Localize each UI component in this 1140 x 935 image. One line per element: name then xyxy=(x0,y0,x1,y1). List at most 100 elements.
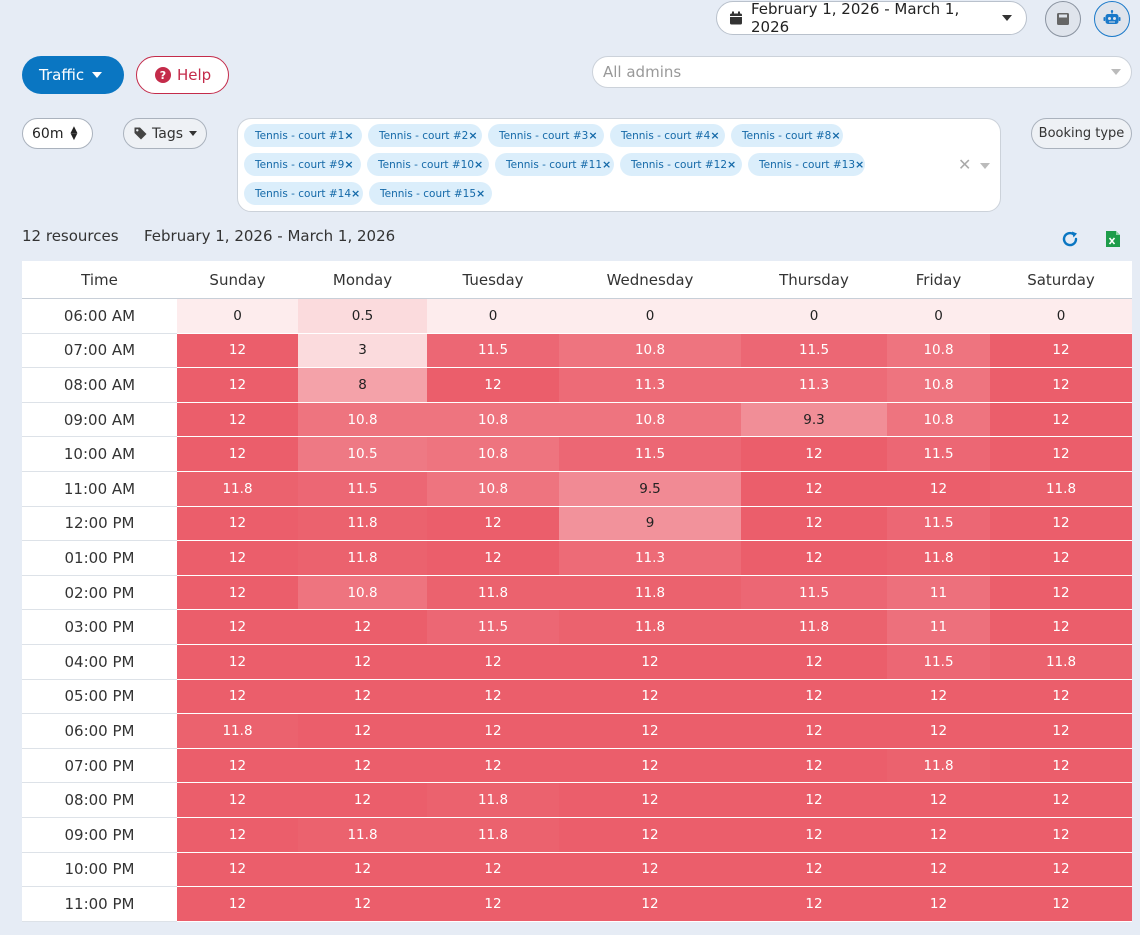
resource-chip[interactable]: Tennis - court #8 × xyxy=(731,124,843,147)
remove-chip-icon[interactable]: × xyxy=(474,158,484,171)
heat-cell: 12 xyxy=(427,679,559,715)
heat-cell: 12 xyxy=(298,748,427,784)
heat-cell: 12 xyxy=(298,644,427,680)
resource-chip[interactable]: Tennis - court #4 × xyxy=(610,124,725,147)
heat-cell: 12 xyxy=(887,471,990,507)
tags-dropdown-button[interactable]: Tags xyxy=(123,118,207,149)
heat-cell: 11.5 xyxy=(298,471,427,507)
heat-cell: 12 xyxy=(990,748,1132,784)
heat-cell: 12 xyxy=(427,367,559,403)
heat-cell: 12 xyxy=(177,886,298,922)
save-view-button[interactable] xyxy=(1045,1,1081,37)
resource-chip[interactable]: Tennis - court #9 × xyxy=(244,153,361,176)
resource-chip[interactable]: Tennis - court #2 × xyxy=(368,124,482,147)
admins-select[interactable]: All admins xyxy=(592,56,1132,88)
refresh-icon[interactable] xyxy=(1061,230,1079,248)
heat-cell: 12 xyxy=(741,506,887,542)
remove-chip-icon[interactable]: × xyxy=(344,129,354,142)
clear-selection-icon[interactable]: ✕ xyxy=(958,155,972,174)
resource-chip[interactable]: Tennis - court #3 × xyxy=(488,124,604,147)
remove-chip-icon[interactable]: × xyxy=(351,187,361,200)
heat-cell: 11.5 xyxy=(887,506,990,542)
date-range-picker[interactable]: February 1, 2026 - March 1, 2026 xyxy=(716,0,1027,36)
time-cell: 03:00 PM xyxy=(22,609,177,645)
remove-chip-icon[interactable]: × xyxy=(710,129,720,142)
time-cell: 11:00 AM xyxy=(22,471,177,507)
remove-chip-icon[interactable]: × xyxy=(727,158,737,171)
traffic-label: Traffic xyxy=(39,66,85,84)
resource-chip-label: Tennis - court #14 xyxy=(255,187,352,200)
heat-cell: 12 xyxy=(741,852,887,888)
table-row: 11:00 AM 11.8 11.5 10.8 9.5 12 12 11.8 xyxy=(22,471,1132,507)
table-row: 12:00 PM 12 11.8 12 9 12 11.5 12 xyxy=(22,506,1132,542)
heat-cell: 12 xyxy=(177,575,298,611)
remove-chip-icon[interactable]: × xyxy=(831,129,841,142)
heat-cell: 11.8 xyxy=(427,782,559,818)
heat-cell: 12 xyxy=(990,575,1132,611)
resource-chip[interactable]: Tennis - court #15 × xyxy=(369,182,492,205)
heat-cell: 12 xyxy=(741,886,887,922)
heat-cell: 12 xyxy=(887,886,990,922)
resource-chip[interactable]: Tennis - court #1 × xyxy=(244,124,362,147)
heat-cell: 12 xyxy=(990,852,1132,888)
resource-chip[interactable]: Tennis - court #14 × xyxy=(244,182,363,205)
heat-cell: 12 xyxy=(427,852,559,888)
day-column-header: Tuesday xyxy=(427,261,559,299)
time-cell: 09:00 PM xyxy=(22,817,177,853)
remove-chip-icon[interactable]: × xyxy=(344,158,354,171)
heat-cell: 12 xyxy=(177,644,298,680)
heat-cell: 11.5 xyxy=(427,333,559,369)
heat-cell: 12 xyxy=(177,333,298,369)
heat-cell: 11.3 xyxy=(559,540,741,576)
day-column-header: Thursday xyxy=(741,261,887,299)
remove-chip-icon[interactable]: × xyxy=(855,158,865,171)
date-range-label: February 1, 2026 - March 1, 2026 xyxy=(750,0,960,36)
traffic-dropdown-button[interactable]: Traffic xyxy=(22,56,124,94)
chevron-down-icon xyxy=(92,72,103,78)
time-cell: 09:00 AM xyxy=(22,402,177,438)
heat-cell: 12 xyxy=(298,852,427,888)
heat-cell: 12 xyxy=(559,852,741,888)
table-row: 05:00 PM 12 12 12 12 12 12 12 xyxy=(22,679,1132,715)
remove-chip-icon[interactable]: × xyxy=(476,187,486,200)
day-column-header: Friday xyxy=(887,261,990,299)
resource-chip[interactable]: Tennis - court #12 × xyxy=(620,153,742,176)
assistant-button[interactable] xyxy=(1094,1,1130,37)
heat-cell: 12 xyxy=(559,713,741,749)
excel-export-icon[interactable] xyxy=(1105,230,1121,248)
heat-cell: 11.8 xyxy=(298,817,427,853)
chevron-down-icon xyxy=(1002,15,1012,21)
heat-cell: 12 xyxy=(741,540,887,576)
resource-chip[interactable]: Tennis - court #10 × xyxy=(367,153,489,176)
heat-cell: 10.8 xyxy=(559,402,741,438)
time-column-header: Time xyxy=(22,261,177,299)
heat-cell: 12 xyxy=(298,886,427,922)
time-cell: 06:00 AM xyxy=(22,298,177,334)
heat-cell: 11.5 xyxy=(427,609,559,645)
resource-chip[interactable]: Tennis - court #11 × xyxy=(495,153,614,176)
table-row: 10:00 PM 12 12 12 12 12 12 12 xyxy=(22,852,1132,888)
remove-chip-icon[interactable]: × xyxy=(588,129,598,142)
table-row: 02:00 PM 12 10.8 11.8 11.8 11.5 11 12 xyxy=(22,575,1132,611)
chevron-down-icon xyxy=(1111,69,1121,75)
robot-icon xyxy=(1103,10,1121,24)
remove-chip-icon[interactable]: × xyxy=(468,129,478,142)
heat-cell: 12 xyxy=(559,679,741,715)
remove-chip-icon[interactable]: × xyxy=(602,158,612,171)
table-row: 04:00 PM 12 12 12 12 12 11.5 11.8 xyxy=(22,644,1132,680)
resource-chip-label: Tennis - court #13 xyxy=(759,158,856,171)
resource-chip-label: Tennis - court #11 xyxy=(506,158,603,171)
interval-select[interactable]: 60m ▲ ▼ xyxy=(22,118,93,149)
booking-type-button[interactable]: Booking type xyxy=(1031,118,1132,149)
help-button[interactable]: ? Help xyxy=(136,56,229,94)
heat-cell: 12 xyxy=(298,713,427,749)
resource-chip[interactable]: Tennis - court #13 × xyxy=(748,153,865,176)
time-cell: 05:00 PM xyxy=(22,679,177,715)
heat-cell: 11.5 xyxy=(887,644,990,680)
heat-cell: 0 xyxy=(990,298,1132,334)
chevron-down-icon[interactable] xyxy=(980,163,990,169)
heat-cell: 12 xyxy=(741,436,887,472)
heat-cell: 0.5 xyxy=(298,298,427,334)
resource-chip-label: Tennis - court #4 xyxy=(621,129,711,142)
resource-multiselect[interactable]: Tennis - court #1 × Tennis - court #2 × Tenn… xyxy=(237,118,1001,212)
